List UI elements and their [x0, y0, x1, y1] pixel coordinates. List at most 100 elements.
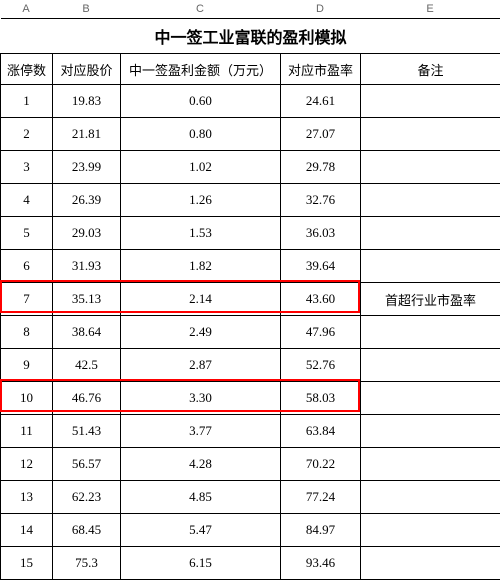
cell-profit: 3.77 — [121, 415, 281, 448]
cell-note — [361, 85, 500, 118]
column-letter-bar: A B C D E — [0, 0, 500, 18]
col-header: 对应股价 — [53, 54, 121, 85]
cell-profit: 2.87 — [121, 349, 281, 382]
cell-profit: 3.30 — [121, 382, 281, 415]
cell-n: 10 — [1, 382, 53, 415]
cell-pe: 52.76 — [281, 349, 361, 382]
cell-price: 35.13 — [53, 283, 121, 316]
table-row: 838.642.4947.96 — [1, 316, 500, 349]
table-row: 1575.36.1593.46 — [1, 547, 500, 580]
header-row: 涨停数 对应股价 中一签盈利金额（万元） 对应市盈率 备注 — [1, 54, 500, 85]
cell-profit: 1.82 — [121, 250, 281, 283]
col-letter: A — [0, 0, 52, 18]
cell-n: 6 — [1, 250, 53, 283]
cell-pe: 39.64 — [281, 250, 361, 283]
cell-price: 56.57 — [53, 448, 121, 481]
cell-pe: 24.61 — [281, 85, 361, 118]
cell-n: 15 — [1, 547, 53, 580]
cell-pe: 70.22 — [281, 448, 361, 481]
col-header: 中一签盈利金额（万元） — [121, 54, 281, 85]
title-row: 中一签工业富联的盈利模拟 — [1, 19, 500, 54]
cell-pe: 84.97 — [281, 514, 361, 547]
table-row: 1046.763.3058.03 — [1, 382, 500, 415]
cell-profit: 1.26 — [121, 184, 281, 217]
cell-note — [361, 184, 500, 217]
cell-pe: 47.96 — [281, 316, 361, 349]
cell-price: 75.3 — [53, 547, 121, 580]
cell-note — [361, 382, 500, 415]
cell-pe: 32.76 — [281, 184, 361, 217]
cell-price: 51.43 — [53, 415, 121, 448]
cell-note — [361, 547, 500, 580]
table-row: 1468.455.4784.97 — [1, 514, 500, 547]
cell-price: 46.76 — [53, 382, 121, 415]
profit-table: 中一签工业富联的盈利模拟 涨停数 对应股价 中一签盈利金额（万元） 对应市盈率 … — [0, 18, 500, 580]
table-row: 426.391.2632.76 — [1, 184, 500, 217]
cell-profit: 2.49 — [121, 316, 281, 349]
col-letter: C — [120, 0, 280, 18]
cell-price: 38.64 — [53, 316, 121, 349]
cell-note — [361, 448, 500, 481]
table-row: 119.830.6024.61 — [1, 85, 500, 118]
table-row: 631.931.8239.64 — [1, 250, 500, 283]
cell-price: 19.83 — [53, 85, 121, 118]
cell-profit: 1.02 — [121, 151, 281, 184]
cell-note — [361, 151, 500, 184]
cell-pe: 43.60 — [281, 283, 361, 316]
cell-price: 23.99 — [53, 151, 121, 184]
cell-price: 62.23 — [53, 481, 121, 514]
cell-n: 5 — [1, 217, 53, 250]
cell-profit: 0.80 — [121, 118, 281, 151]
cell-n: 2 — [1, 118, 53, 151]
cell-n: 3 — [1, 151, 53, 184]
table-row: 942.52.8752.76 — [1, 349, 500, 382]
cell-n: 13 — [1, 481, 53, 514]
cell-price: 68.45 — [53, 514, 121, 547]
table-row: 529.031.5336.03 — [1, 217, 500, 250]
cell-note: 首超行业市盈率 — [361, 283, 500, 316]
cell-note — [361, 118, 500, 151]
cell-note — [361, 250, 500, 283]
col-header: 涨停数 — [1, 54, 53, 85]
cell-pe: 36.03 — [281, 217, 361, 250]
table-row: 221.810.8027.07 — [1, 118, 500, 151]
table-wrapper: 中一签工业富联的盈利模拟 涨停数 对应股价 中一签盈利金额（万元） 对应市盈率 … — [0, 18, 500, 580]
cell-note — [361, 481, 500, 514]
cell-n: 12 — [1, 448, 53, 481]
col-header: 对应市盈率 — [281, 54, 361, 85]
table-row: 1362.234.8577.24 — [1, 481, 500, 514]
cell-price: 31.93 — [53, 250, 121, 283]
cell-note — [361, 316, 500, 349]
cell-note — [361, 349, 500, 382]
cell-price: 26.39 — [53, 184, 121, 217]
cell-note — [361, 514, 500, 547]
table-row: 323.991.0229.78 — [1, 151, 500, 184]
cell-pe: 77.24 — [281, 481, 361, 514]
cell-profit: 2.14 — [121, 283, 281, 316]
col-letter: B — [52, 0, 120, 18]
cell-price: 42.5 — [53, 349, 121, 382]
cell-pe: 58.03 — [281, 382, 361, 415]
table-row: 735.132.1443.60首超行业市盈率 — [1, 283, 500, 316]
cell-n: 9 — [1, 349, 53, 382]
cell-note — [361, 217, 500, 250]
cell-pe: 93.46 — [281, 547, 361, 580]
col-letter: D — [280, 0, 360, 18]
cell-profit: 1.53 — [121, 217, 281, 250]
cell-n: 4 — [1, 184, 53, 217]
cell-pe: 29.78 — [281, 151, 361, 184]
cell-profit: 4.85 — [121, 481, 281, 514]
cell-price: 21.81 — [53, 118, 121, 151]
table-row: 1256.574.2870.22 — [1, 448, 500, 481]
cell-n: 7 — [1, 283, 53, 316]
cell-n: 8 — [1, 316, 53, 349]
cell-profit: 6.15 — [121, 547, 281, 580]
cell-profit: 0.60 — [121, 85, 281, 118]
table-row: 1151.433.7763.84 — [1, 415, 500, 448]
cell-n: 14 — [1, 514, 53, 547]
cell-pe: 27.07 — [281, 118, 361, 151]
cell-profit: 4.28 — [121, 448, 281, 481]
col-header: 备注 — [361, 54, 500, 85]
cell-n: 11 — [1, 415, 53, 448]
cell-note — [361, 415, 500, 448]
